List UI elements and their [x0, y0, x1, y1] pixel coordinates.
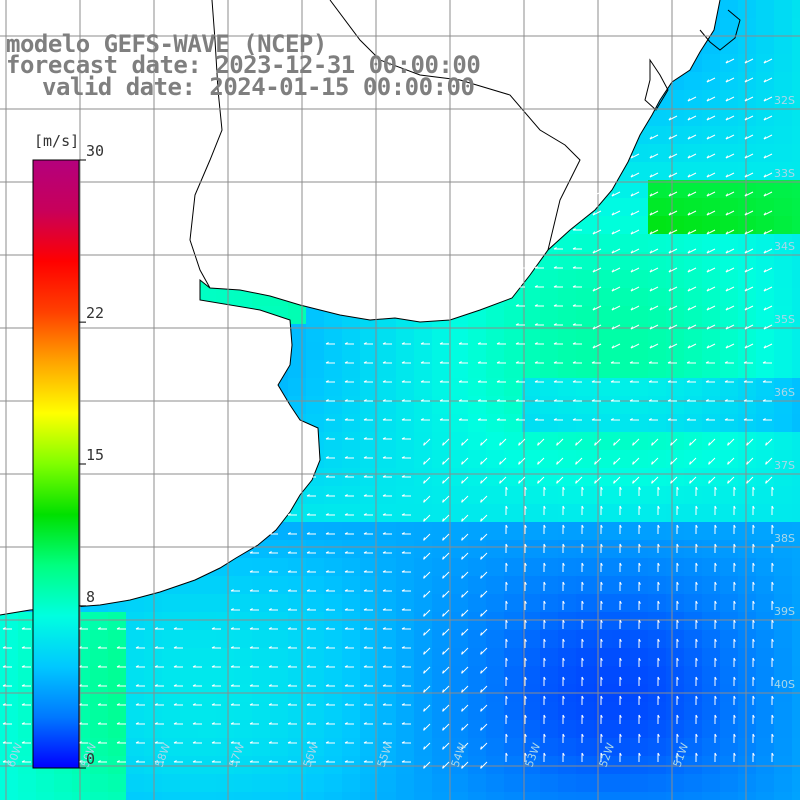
colorbar-tick-label: 30 [86, 142, 105, 160]
lat-label: 34S [774, 240, 795, 253]
lagoon-outline [644, 58, 669, 111]
forecast-date: forecast date: 2023-12-31 00:00:00 [6, 51, 481, 79]
lat-label: 35S [774, 313, 795, 326]
coastline [0, 0, 721, 616]
colorbar-tick-label: 0 [86, 750, 96, 768]
lat-label: 32S [774, 94, 795, 107]
brazil-uruguay-border [329, 0, 581, 251]
river-border-uruguay [189, 0, 223, 289]
colorbar-tick-label: 15 [86, 446, 105, 464]
land-mask [0, 0, 741, 616]
valid-date: valid date: 2024-01-15 00:00:00 [42, 73, 475, 101]
colorbar-tick-label: 8 [86, 587, 96, 606]
south-america-landmass [0, 0, 720, 615]
colorbar-unit: [m/s] [34, 132, 80, 150]
lat-label: 39S [774, 605, 795, 618]
colorbar [32, 159, 86, 769]
model-title: modelo GEFS-WAVE (NCEP) [6, 30, 327, 58]
lat-label: 38S [774, 532, 795, 545]
lat-label: 37S [774, 459, 795, 472]
lat-label: 33S [774, 167, 795, 180]
latitude-labels: 32S 33S 34S 35S 36S 37S 38S 39S 40S [774, 94, 795, 691]
lake-outline [699, 9, 741, 51]
lat-label: 40S [774, 678, 795, 691]
lat-label: 36S [774, 386, 795, 399]
colorbar-gradient [32, 159, 80, 769]
colorbar-tick-label: 22 [86, 304, 105, 323]
